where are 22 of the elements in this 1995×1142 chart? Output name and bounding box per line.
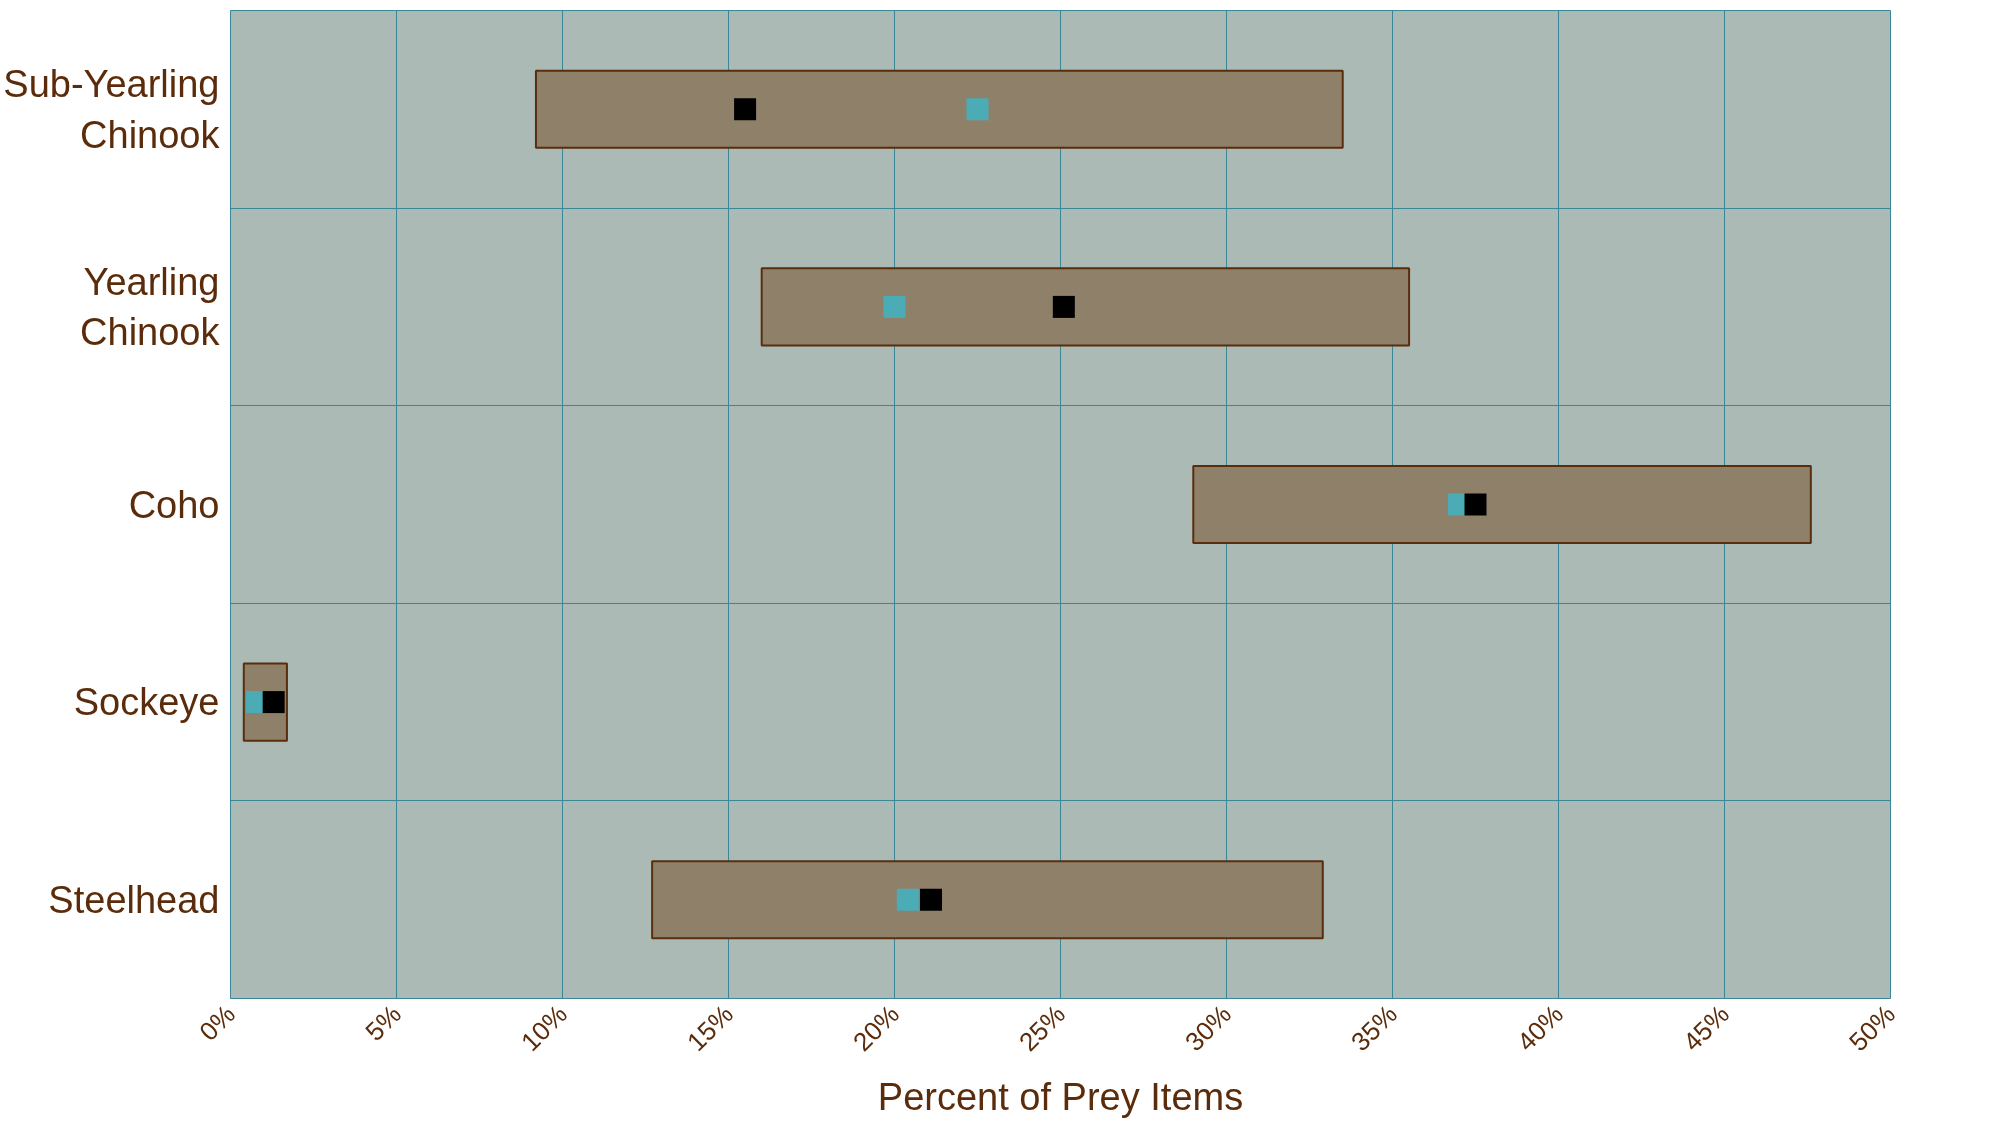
x-tick-label: 35% <box>1345 998 1404 1057</box>
point <box>734 98 757 121</box>
y-tick-label: Sub-Yearling Chinook <box>3 63 221 156</box>
point <box>896 888 919 911</box>
x-tick-label: 40% <box>1511 998 1570 1057</box>
point <box>966 98 989 121</box>
x-tick-label: 10% <box>515 998 574 1057</box>
point <box>883 295 906 318</box>
x-tick-label: 45% <box>1677 998 1736 1057</box>
x-tick-label: 15% <box>681 998 740 1057</box>
x-tick-label: 50% <box>1843 998 1902 1057</box>
y-tick-label: Yearling Chinook <box>80 260 221 354</box>
point <box>1052 295 1075 318</box>
x-tick-label: 5% <box>359 998 408 1047</box>
point <box>1464 493 1487 516</box>
y-tick-label: Sockeye <box>73 681 220 724</box>
y-tick-label: Coho <box>128 483 220 526</box>
x-tick-label: 0% <box>193 998 242 1047</box>
point <box>920 888 943 911</box>
y-tick-label: Steelhead <box>48 878 220 921</box>
x-tick-label: 30% <box>1179 998 1238 1057</box>
x-axis-title: Percent of Prey Items <box>877 1075 1244 1118</box>
